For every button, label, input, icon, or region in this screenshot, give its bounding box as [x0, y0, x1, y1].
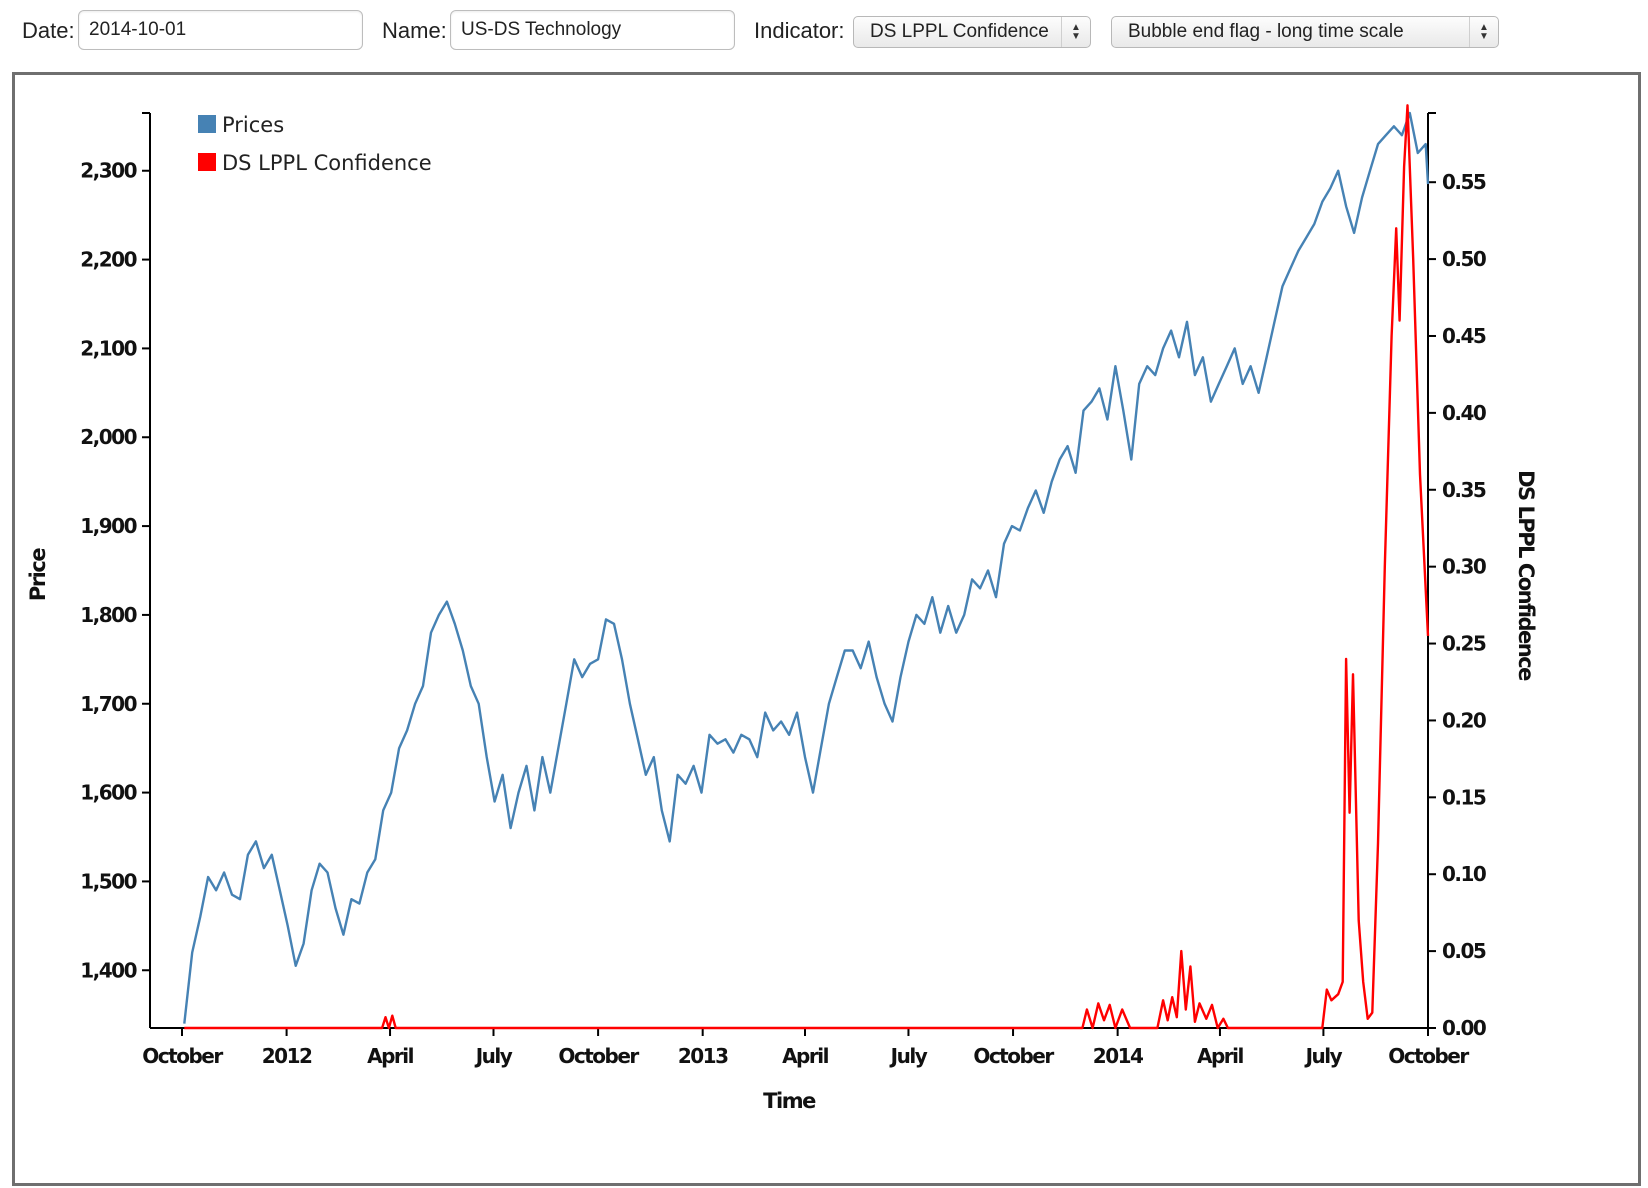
chart-frame: 1,400 1,500 1,600 1,700 1,800 1,900 2,000 2,100… — [12, 72, 1641, 1186]
x-tick-label: 2014 — [1093, 1044, 1143, 1068]
price-series-line — [183, 111, 1430, 1024]
y-right-tick-label: 0.05 — [1442, 939, 1486, 963]
x-tick-label: October — [1388, 1044, 1469, 1068]
indicator-label: Indicator: — [754, 18, 845, 43]
y-left-tick-label: 1,500 — [80, 869, 136, 893]
legend: Prices DS LPPL Confidence — [198, 113, 432, 175]
y-left-tick-label: 2,000 — [80, 425, 136, 449]
legend-label-prices: Prices — [222, 113, 284, 137]
legend-swatch-indicator — [198, 153, 216, 171]
y-right-tick-label: 0.55 — [1442, 170, 1486, 194]
y-right-tick-label: 0.35 — [1442, 478, 1486, 502]
y-left-tick-label: 1,400 — [80, 958, 136, 982]
x-tick-label: 2013 — [678, 1044, 728, 1068]
y-right-tick-label: 0.20 — [1442, 708, 1486, 732]
y-axis-title-left: Price — [26, 548, 50, 601]
name-input[interactable] — [450, 10, 735, 50]
indicator-series-line — [184, 104, 1430, 1030]
indicator-select-value: DS LPPL Confidence — [870, 21, 1049, 42]
y-left-tick-label: 1,700 — [80, 692, 136, 716]
x-tick-label: October — [558, 1044, 639, 1068]
legend-label-indicator: DS LPPL Confidence — [222, 151, 432, 175]
y-right-ticks: 0.00 0.05 0.10 0.15 0.20 0.25 0.30 0.35 0.40 0.45… — [1428, 170, 1487, 1040]
x-axis-title: Time — [763, 1089, 816, 1113]
flag-select[interactable]: Bubble end flag - long time scale ▲ ▼ — [1111, 16, 1499, 48]
date-label: Date: — [22, 18, 75, 43]
y-left-tick-label: 1,900 — [80, 514, 136, 538]
chart-svg: 1,400 1,500 1,600 1,700 1,800 1,900 2,000 2,100… — [26, 104, 1538, 1113]
legend-swatch-prices — [198, 115, 216, 133]
flag-select-value: Bubble end flag - long time scale — [1128, 21, 1404, 42]
x-tick-label: October — [142, 1044, 223, 1068]
select-arrows-icon: ▲ ▼ — [1469, 17, 1498, 47]
control-bar: Date: Name: Indicator: DS LPPL Confidenc… — [0, 0, 1648, 70]
y-left-tick-label: 1,800 — [80, 603, 136, 627]
name-label: Name: — [382, 18, 447, 43]
x-tick-label: April — [1197, 1044, 1244, 1068]
y-left-tick-label: 2,100 — [80, 336, 136, 360]
y-axis-title-right: DS LPPL Confidence — [1514, 470, 1538, 681]
select-arrows-icon: ▲ ▼ — [1061, 17, 1090, 47]
y-left-tick-label: 2,200 — [80, 248, 136, 272]
x-tick-label: July — [1304, 1044, 1343, 1068]
x-tick-label: October — [973, 1044, 1054, 1068]
y-right-tick-label: 0.15 — [1442, 785, 1486, 809]
axes: 1,400 1,500 1,600 1,700 1,800 1,900 2,000 2,100… — [80, 112, 1487, 1068]
y-right-tick-label: 0.50 — [1442, 247, 1486, 271]
x-tick-label: July — [474, 1044, 513, 1068]
y-right-tick-label: 0.10 — [1442, 862, 1486, 886]
y-left-tick-label: 2,300 — [80, 159, 136, 183]
y-right-tick-label: 0.40 — [1442, 401, 1486, 425]
x-tick-label: 2012 — [262, 1044, 312, 1068]
y-right-tick-label: 0.25 — [1442, 632, 1486, 656]
x-ticks: October 2012 April July October 2013 April July… — [142, 1028, 1471, 1068]
y-right-tick-label: 0.30 — [1442, 555, 1486, 579]
y-right-tick-label: 0.00 — [1442, 1016, 1486, 1040]
y-left-tick-label: 1,600 — [80, 781, 136, 805]
y-left-ticks: 1,400 1,500 1,600 1,700 1,800 1,900 2,000 2,100… — [80, 159, 150, 982]
x-tick-label: July — [889, 1044, 928, 1068]
x-tick-label: April — [367, 1044, 414, 1068]
indicator-select[interactable]: DS LPPL Confidence ▲ ▼ — [853, 16, 1091, 48]
x-tick-label: April — [782, 1044, 829, 1068]
date-input[interactable] — [78, 10, 363, 50]
y-right-tick-label: 0.45 — [1442, 324, 1486, 348]
